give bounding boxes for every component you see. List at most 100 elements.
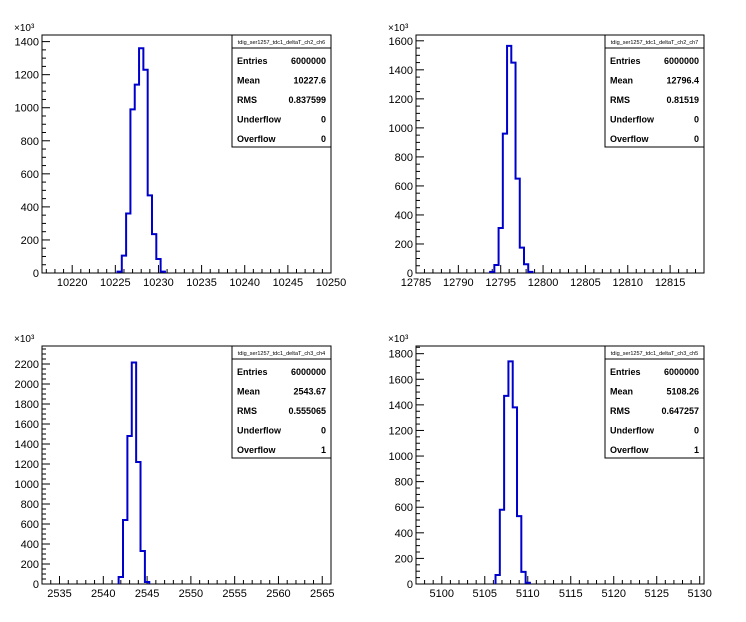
stats-label: Underflow [237,115,282,125]
stats-value: 0 [321,134,326,144]
stats-value: 6000000 [291,367,326,377]
histogram-bin [516,179,520,273]
stats-value: 0 [694,134,699,144]
y-tick-label: 1600 [389,36,413,48]
stats-label: RMS [610,95,630,105]
y-tick-label: 1800 [15,399,39,411]
y-tick-label: 400 [395,528,413,540]
stats-label: Entries [237,367,268,377]
stats-value: 0 [321,115,326,125]
histogram-bin [143,70,147,273]
stats-value: 0 [321,426,326,436]
y-tick-label: 400 [21,202,39,214]
y-tick-label: 800 [21,499,39,511]
y-tick-label: 1000 [389,123,413,135]
y-multiplier-label: ×10³ [14,334,35,345]
histogram-bin [490,272,494,273]
stats-value: 0.837599 [288,95,326,105]
stats-value: 1 [321,445,326,455]
x-tick-label: 12800 [528,277,559,289]
histogram-bin [126,214,130,274]
stats-label: Mean [237,76,260,86]
x-tick-label: 2565 [310,588,334,600]
stats-value: 2543.67 [293,387,326,397]
x-tick-label: 2550 [179,588,203,600]
x-tick-label: 12815 [655,277,686,289]
stats-label: Mean [610,387,633,397]
y-tick-label: 1000 [15,103,39,115]
stats-value: 0.555065 [288,406,326,416]
x-tick-label: 2560 [266,588,290,600]
stats-label: Underflow [610,426,655,436]
x-tick-label: 5110 [516,588,540,600]
histogram-outline [116,47,166,273]
x-tick-label: 10225 [100,277,131,289]
stats-label: Underflow [610,115,655,125]
histogram-bin [499,228,503,273]
stats-box [231,34,332,148]
y-tick-label: 1600 [389,374,413,386]
y-tick-label: 2000 [15,379,39,391]
x-tick-label: 10235 [186,277,217,289]
y-tick-label: 0 [407,579,413,591]
stats-value: 0.81519 [666,95,699,105]
stats-title: tdig_ser1257_tdc1_deltaT_ch3_ch4 [238,351,325,357]
y-tick-label: 800 [21,136,39,148]
y-tick-label: 600 [21,169,39,181]
histogram-bin [141,551,145,584]
histogram-bin [117,272,121,273]
histogram-bin [127,436,131,584]
histogram-panel-1: 0 200 400 600 800 1000 1200 1400 10220 10225 10230… [14,23,346,289]
y-multiplier-label: ×10³ [388,334,409,345]
x-tick-label: 2545 [135,588,159,600]
y-tick-label: 1800 [389,349,413,361]
stats-label: Entries [610,56,641,66]
y-tick-label: 0 [33,579,39,591]
histogram-bin [504,396,508,584]
y-tick-label: 200 [21,559,39,571]
y-tick-label: 1400 [15,37,39,49]
y-tick-label: 1400 [15,439,39,451]
histogram-bin [130,109,134,273]
x-tick-label: 5100 [430,588,454,600]
y-tick-label: 1400 [389,400,413,412]
stats-label: RMS [237,406,257,416]
y-tick-label: 1200 [389,425,413,437]
y-tick-label: 1600 [15,419,39,431]
y-tick-label: 400 [21,539,39,551]
x-tick-label: 12790 [443,277,474,289]
x-tick-label: 10230 [143,277,174,289]
histogram-bin [500,510,504,584]
stats-label: Mean [237,387,260,397]
y-tick-label: 200 [395,239,413,251]
histogram-bin [145,582,149,584]
histogram-bin [132,363,136,585]
stats-value: 0 [694,115,699,125]
histogram-bin [136,462,140,584]
x-tick-label: 10250 [316,277,347,289]
stats-value: 1 [694,445,699,455]
x-tick-label: 10240 [229,277,260,289]
histogram-bin [517,516,521,584]
histogram-bin [507,46,511,273]
stats-label: RMS [610,406,630,416]
y-tick-label: 1200 [15,70,39,82]
histogram-panel-3: 0 200 400 600 800 1000 1200 1400 1600 1800 2000 220… [14,334,334,600]
y-tick-label: 1200 [15,459,39,471]
stats-value: 6000000 [291,56,326,66]
x-tick-label: 5115 [559,588,583,600]
y-tick-label: 800 [395,477,413,489]
stats-label: Underflow [237,426,282,436]
y-multiplier-label: ×10³ [388,23,409,34]
x-tick-label: 2555 [222,588,246,600]
stats-label: RMS [237,95,257,105]
y-tick-label: 600 [395,502,413,514]
y-tick-label: 0 [33,268,39,280]
histogram-panel-4: 0 200 400 600 800 1000 1200 1400 1600 1800 5100 510… [388,334,712,600]
y-tick-label: 600 [21,519,39,531]
histogram-bin [148,195,152,273]
y-tick-label: 2200 [15,359,39,371]
stats-label: Entries [610,367,641,377]
y-multiplier-label: ×10³ [14,23,35,34]
y-tick-label: 200 [21,235,39,247]
